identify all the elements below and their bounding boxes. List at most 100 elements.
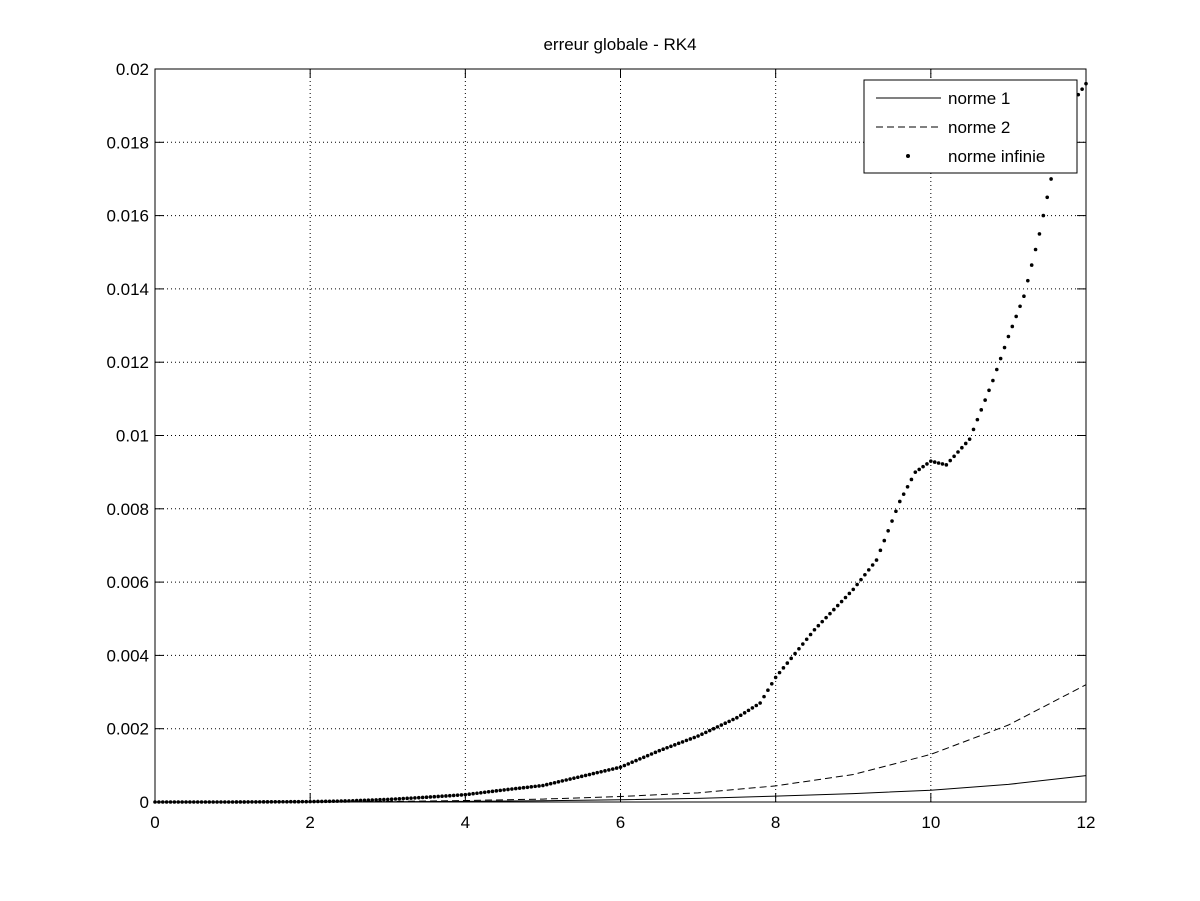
series-3-point — [956, 450, 960, 454]
series-3-point — [882, 538, 887, 543]
series-3-point — [401, 796, 406, 801]
series-3-point — [323, 799, 328, 804]
series-3-point — [948, 458, 953, 463]
series-3-point — [665, 745, 669, 750]
series-3-point — [886, 528, 890, 533]
series-3-point — [913, 470, 918, 474]
series-3-point — [909, 477, 914, 482]
series-3-point — [727, 719, 731, 724]
series-3-point — [451, 793, 456, 798]
series-3-point — [878, 548, 883, 553]
series-3-point — [475, 791, 479, 796]
series-3-point — [622, 763, 627, 768]
series-3-point — [812, 627, 817, 632]
x-tick-label: 12 — [1077, 813, 1096, 832]
series-3-point — [894, 509, 898, 514]
series-3-point — [820, 619, 825, 624]
series-3-point — [366, 798, 371, 802]
series-3-point — [835, 603, 840, 608]
series-3-point — [797, 647, 801, 651]
series-3-point — [467, 792, 472, 796]
series-3-point — [905, 485, 910, 489]
series-3-point — [382, 797, 386, 802]
series-3-point — [649, 752, 654, 756]
series-3-point — [929, 459, 933, 463]
x-tick-label: 0 — [150, 813, 159, 832]
series-3-point — [828, 611, 832, 616]
x-tick-label: 6 — [616, 813, 625, 832]
series-3-point — [781, 666, 786, 670]
series-3-point — [688, 737, 693, 741]
series-3-point — [987, 388, 991, 393]
series-3-point — [591, 771, 596, 776]
y-tick-label: 0.016 — [106, 207, 149, 226]
series-3-point — [448, 793, 452, 798]
series-3-point — [479, 790, 483, 795]
series-3-point — [436, 794, 440, 799]
series-3-point — [680, 740, 685, 744]
series-3-point — [971, 427, 976, 432]
legend: norme 1 norme 2 norme infinie — [863, 79, 1078, 174]
series-3-point — [801, 642, 805, 646]
series-3-point — [560, 779, 565, 783]
series-3-point — [572, 776, 576, 780]
series-3-point — [385, 797, 390, 802]
series-3-point — [762, 694, 766, 699]
series-3-point — [983, 398, 987, 402]
series-3-point — [603, 769, 607, 773]
series-3-point — [669, 744, 673, 749]
series-3-point — [1049, 177, 1053, 181]
series-3-point — [428, 795, 433, 799]
series-3-point — [824, 615, 828, 620]
series-3-point — [975, 417, 980, 422]
series-3-point — [789, 656, 793, 661]
series-3-point — [944, 463, 949, 467]
series-3-point — [420, 795, 425, 800]
series-3-point — [731, 717, 735, 722]
series-3-point — [568, 777, 572, 781]
series-3-point — [711, 726, 716, 731]
series-3-point — [866, 568, 871, 572]
series-3-point — [1018, 304, 1022, 309]
series-3-point — [777, 670, 782, 675]
series-3-point — [1014, 314, 1018, 319]
legend-marker-dot — [906, 154, 910, 158]
series-3-point — [645, 753, 650, 758]
series-3-point — [432, 794, 437, 799]
series-3-point — [393, 797, 398, 801]
series-3-point — [859, 577, 863, 582]
series-3-point — [847, 591, 852, 596]
series-3-point — [901, 492, 906, 496]
series-3-point — [769, 682, 774, 686]
series-3-point — [863, 572, 867, 577]
series-3-point — [537, 784, 541, 788]
series-3-point — [498, 788, 503, 793]
legend-label: norme infinie — [948, 147, 1045, 166]
series-3-point — [890, 519, 894, 523]
series-3-point — [455, 793, 460, 797]
y-tick-label: 0.006 — [106, 573, 149, 592]
series-3-point — [529, 785, 534, 789]
y-tick-label: 0.004 — [106, 646, 149, 665]
series-3-point — [471, 791, 475, 796]
series-3-point — [696, 734, 700, 738]
series-3-point — [738, 713, 743, 718]
series-3-point — [494, 789, 499, 793]
series-3-point — [979, 408, 984, 412]
series-3-point — [960, 445, 964, 450]
series-3-point — [673, 743, 677, 747]
legend-label: norme 1 — [948, 89, 1010, 108]
series-3-point — [618, 765, 623, 769]
series-3-point — [921, 464, 925, 469]
series-3-point — [389, 797, 394, 802]
series-3-point — [808, 632, 813, 637]
series-3-point — [521, 785, 526, 790]
series-3-point — [517, 786, 522, 790]
y-tick-label: 0.01 — [116, 427, 149, 446]
series-3-point — [1022, 294, 1026, 299]
series-3-point — [839, 599, 844, 604]
series-3-point — [610, 767, 615, 771]
x-tick-label: 8 — [771, 813, 780, 832]
series-3-point — [870, 563, 875, 567]
series-3-point — [316, 799, 320, 804]
